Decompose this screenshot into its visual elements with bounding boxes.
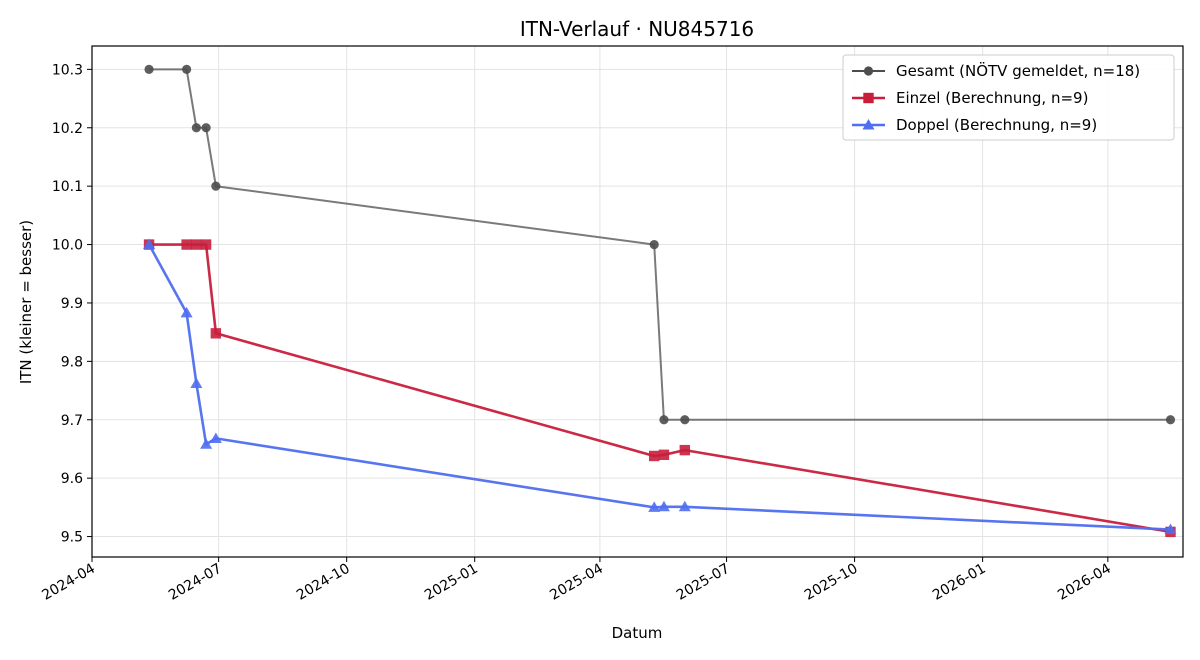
data-point: [200, 438, 213, 449]
y-axis-label: ITN (kleiner = besser): [17, 220, 35, 384]
data-point: [181, 239, 192, 250]
data-point: [648, 501, 661, 512]
plot-frame: [91, 45, 1184, 558]
x-tick-label: 2026-01: [930, 561, 989, 604]
x-tick-label: 2025-10: [802, 561, 861, 604]
axes: 9.5 9.6 9.7 9.8 9.9 10.0 10.1 10.2 10.3 2024-04 20…: [39, 62, 1114, 603]
x-tick-label: 2025-01: [422, 561, 481, 604]
legend-entry: Gesamt (NÖTV gemeldet, n=18): [896, 61, 1140, 80]
x-tick-label: 2024-10: [294, 561, 353, 604]
data-point: [143, 238, 156, 250]
y-tick-label: 9.9: [61, 296, 83, 312]
y-tick-label: 9.7: [61, 413, 83, 429]
series-line: [147, 243, 1171, 531]
series-0: [144, 64, 1176, 425]
data-point: [649, 239, 659, 250]
y-tick-label: 10.3: [52, 62, 83, 78]
data-point: [182, 64, 192, 74]
data-point: [679, 444, 691, 456]
x-tick-label: 2025-04: [547, 561, 606, 604]
data-point: [209, 432, 222, 443]
chart-title: ITN-Verlauf · NU845716: [520, 17, 754, 41]
data-point: [658, 449, 670, 460]
x-tick-label: 2024-04: [39, 561, 98, 604]
series-line: [149, 243, 1171, 534]
data-point: [680, 415, 690, 425]
data-point: [659, 415, 669, 425]
legend: Gesamt (NÖTV gemeldet, n=18) Einzel (Bere…: [842, 54, 1175, 141]
data-point: [1164, 523, 1177, 535]
data-point: [211, 181, 221, 191]
data-point: [200, 239, 212, 250]
y-tick-label: 9.6: [61, 471, 83, 487]
series-2: [143, 238, 1177, 535]
data-point: [191, 239, 202, 250]
y-tick-label: 9.5: [61, 530, 83, 546]
x-tick-label: 2024-07: [166, 561, 225, 604]
data-point: [191, 123, 201, 133]
legend-entry: Doppel (Berechnung, n=9): [896, 116, 1097, 134]
data-point: [648, 450, 660, 462]
series-1: [143, 239, 1176, 538]
y-tick-label: 9.8: [61, 354, 83, 370]
data-point: [657, 500, 670, 512]
data-point: [678, 500, 691, 512]
data-point: [144, 64, 154, 74]
legend-marker: [863, 66, 874, 76]
legend-marker: [862, 119, 875, 130]
data-point: [201, 123, 211, 133]
y-tick-label: 10.0: [52, 238, 83, 254]
legend-box: [842, 54, 1175, 141]
x-tick-label: 2026-04: [1055, 561, 1114, 604]
x-axis-label: Datum: [612, 624, 663, 642]
x-tick-label: 2025-07: [674, 561, 733, 604]
y-tick-label: 10.2: [52, 121, 83, 137]
grid: [91, 46, 1183, 557]
data-point: [190, 377, 203, 389]
data-point: [180, 306, 193, 318]
data-point: [1165, 415, 1176, 425]
data-point: [210, 328, 222, 339]
y-tick-label: 10.1: [52, 179, 83, 195]
legend-marker: [863, 92, 874, 104]
series-layer: [143, 64, 1177, 538]
legend-entry: Einzel (Berechnung, n=9): [896, 89, 1088, 107]
